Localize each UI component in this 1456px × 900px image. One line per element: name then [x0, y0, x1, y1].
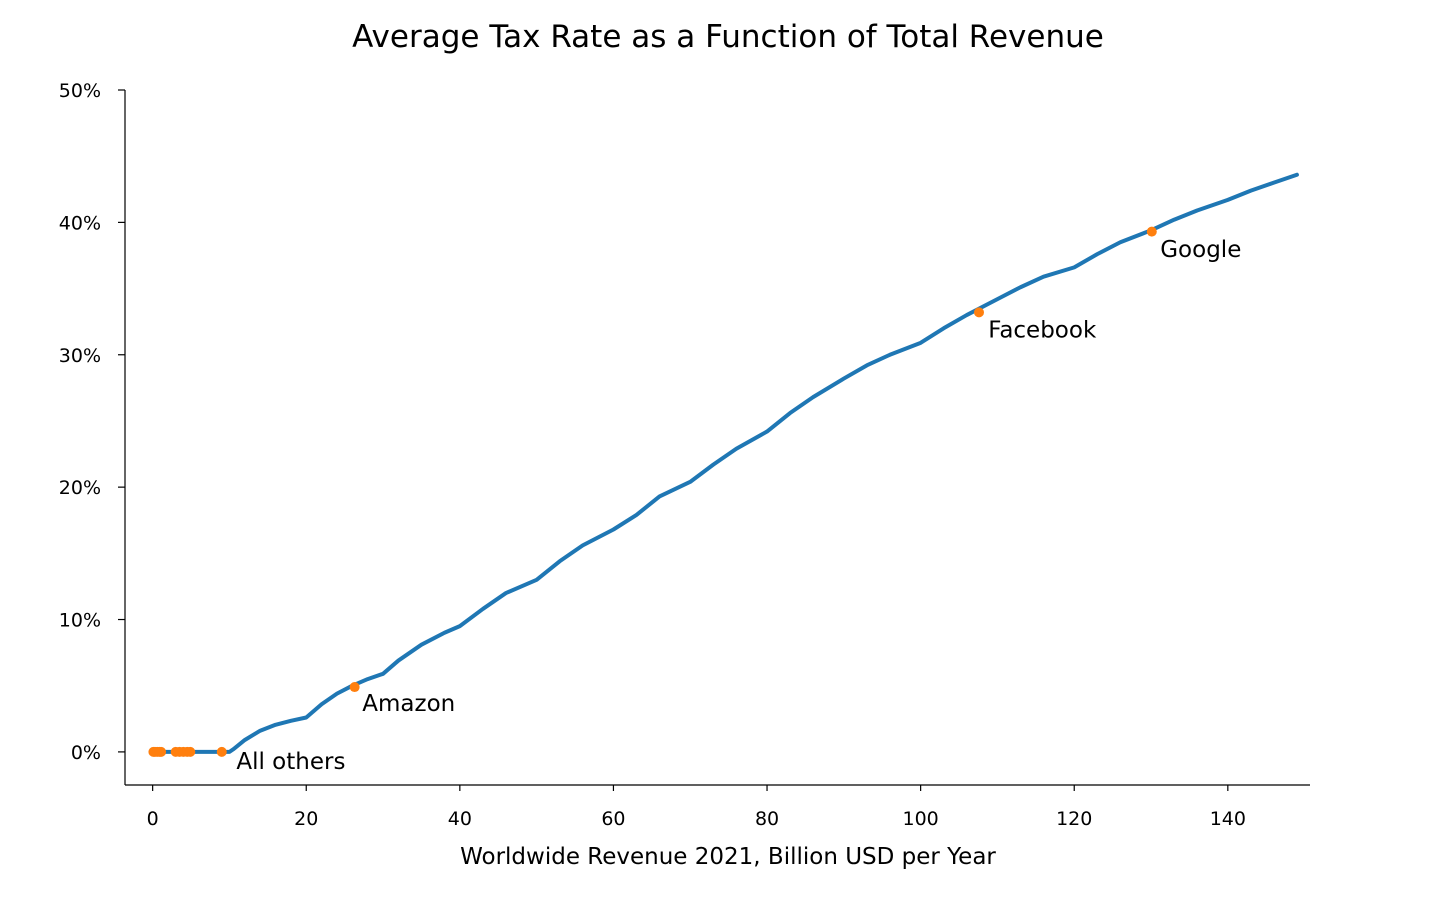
y-tick-label: 10% — [59, 610, 101, 632]
x-tick-label: 120 — [1056, 808, 1092, 830]
company-point — [156, 746, 167, 757]
y-tick-label: 50% — [59, 80, 101, 102]
x-tick-label: 20 — [294, 808, 318, 830]
annotation-label: Google — [1160, 237, 1241, 263]
company-point — [1146, 226, 1157, 237]
y-ticks: 0% 10% 20% 30% 40% 50% — [59, 80, 125, 764]
y-tick-label: 0% — [71, 742, 101, 764]
x-tick-label: 0 — [147, 808, 159, 830]
company-point — [349, 682, 360, 693]
x-tick-label: 40 — [448, 808, 472, 830]
company-point — [974, 307, 984, 318]
x-tick-label: 60 — [601, 808, 625, 830]
annotation-label: Amazon — [362, 691, 455, 717]
x-tick-label: 100 — [902, 808, 938, 830]
annotation-label: All others — [236, 749, 345, 775]
plot-area: 0 20 40 60 80 100 120 140 0% 10% 20% 30% 40% 50% All… — [59, 80, 1310, 830]
annotation-label: Facebook — [988, 318, 1097, 344]
company-point — [185, 746, 196, 757]
tax-rate-curve — [150, 172, 1299, 754]
series-layer — [148, 172, 1299, 757]
x-tick-label: 140 — [1210, 808, 1246, 830]
x-ticks: 0 20 40 60 80 100 120 140 — [147, 785, 1246, 830]
company-point — [216, 746, 227, 757]
x-axis-label: Worldwide Revenue 2021, Billion USD per … — [460, 844, 996, 870]
chart-title: Average Tax Rate as a Function of Total … — [352, 19, 1104, 55]
y-tick-label: 20% — [59, 477, 101, 499]
annotation-layer: All others Amazon Facebook Google — [236, 237, 1241, 775]
x-tick-label: 80 — [755, 808, 779, 830]
y-tick-label: 40% — [59, 212, 101, 234]
y-tick-label: 30% — [59, 345, 101, 367]
